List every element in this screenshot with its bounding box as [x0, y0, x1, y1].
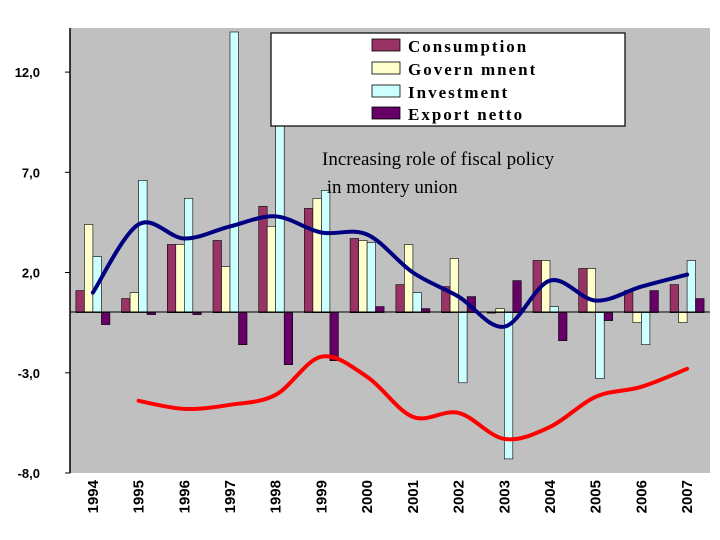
- x-tick-label-1994: 1994: [85, 479, 102, 513]
- y-tick-label: -3,0: [18, 366, 40, 381]
- legend-swatch-export-netto: [371, 106, 401, 120]
- bar-export-netto-1995: [146, 312, 156, 315]
- x-tick-label-2006: 2006: [633, 480, 650, 513]
- bar-govern-mnent-2003: [495, 308, 505, 313]
- legend-swatch-consumption: [371, 38, 401, 52]
- x-tick-label-1997: 1997: [222, 480, 239, 513]
- y-tick-label: 7,0: [22, 165, 40, 180]
- x-axis: 1994 1995 1996 1997 1998 1999 2000 2001 2002 2003…: [85, 479, 696, 513]
- bar-export-netto-2006: [649, 290, 659, 313]
- bar-consumption-2000: [349, 238, 359, 313]
- bar-export-netto-1997: [238, 312, 248, 346]
- bar-govern-mnent-2005: [586, 268, 597, 313]
- bar-investment-2005: [595, 312, 605, 380]
- y-tick-label: 2,0: [22, 266, 40, 281]
- bar-investment-2002: [458, 312, 468, 384]
- bar-govern-mnent-2000: [358, 240, 368, 313]
- bar-govern-mnent-2002: [449, 258, 459, 313]
- bar-govern-mnent-2001: [404, 244, 414, 313]
- x-tick-label-2004: 2004: [542, 479, 559, 513]
- bar-consumption-2005: [578, 268, 588, 313]
- bar-investment-1995: [138, 180, 148, 313]
- bar-consumption-2001: [395, 284, 405, 314]
- x-tick-label-2003: 2003: [496, 480, 513, 513]
- bar-consumption-1997: [212, 240, 222, 313]
- bar-consumption-1994: [75, 290, 85, 313]
- x-tick-label-2007: 2007: [679, 480, 696, 513]
- bar-investment-2001: [412, 292, 422, 313]
- annotation-line-1: Increasing role of fiscal policy: [322, 149, 555, 170]
- bar-export-netto-2007: [695, 298, 705, 313]
- bar-investment-2006: [641, 312, 651, 346]
- bar-consumption-1995: [121, 298, 131, 313]
- bar-export-netto-1996: [192, 312, 202, 315]
- bar-govern-mnent-1997: [221, 266, 231, 313]
- bar-export-netto-1994: [101, 312, 111, 325]
- lines-layer: [90, 214, 690, 442]
- y-tick-label: 12,0: [15, 65, 40, 80]
- y-axis: 12,0 7,0 2,0 -3,0 -8,0: [15, 65, 70, 481]
- bar-consumption-2003: [486, 312, 497, 314]
- bar-investment-1996: [184, 198, 194, 313]
- trend-line-2: [136, 354, 690, 442]
- legend-label-investment: Investment: [408, 83, 509, 102]
- legend-label-government: Govern mnent: [408, 60, 537, 79]
- bar-export-netto-2001: [421, 308, 431, 313]
- bar-export-netto-2000: [375, 306, 385, 313]
- y-tick-label: -8,0: [18, 466, 40, 481]
- legend: Consumption Govern mnent Investment Expo…: [270, 32, 626, 127]
- bar-consumption-1998: [258, 206, 268, 313]
- bar-export-netto-2003: [512, 280, 522, 314]
- bar-investment-2000: [366, 242, 376, 313]
- bar-consumption-1996: [167, 244, 177, 313]
- bar-investment-2007: [686, 260, 696, 313]
- legend-label-export-netto: Export netto: [408, 105, 524, 124]
- annotation-line-2: in montery union: [322, 177, 458, 198]
- bar-govern-mnent-1999: [312, 198, 322, 313]
- bar-export-netto-2004: [558, 312, 568, 342]
- x-tick-label-2000: 2000: [359, 480, 376, 513]
- legend-swatch-government: [371, 61, 401, 75]
- bar-export-netto-2005: [603, 312, 614, 321]
- bar-investment-1997: [229, 31, 239, 313]
- x-tick-label-1999: 1999: [313, 480, 330, 513]
- bar-govern-mnent-2006: [632, 312, 642, 323]
- bar-investment-2003: [503, 312, 514, 460]
- bar-govern-mnent-1995: [129, 292, 139, 313]
- bar-export-netto-1999: [329, 312, 339, 362]
- bar-govern-mnent-1998: [266, 226, 277, 313]
- legend-swatch-investment: [371, 84, 401, 98]
- x-tick-label-2001: 2001: [405, 480, 422, 513]
- x-tick-label-2005: 2005: [588, 480, 605, 513]
- bar-consumption-1999: [304, 208, 314, 313]
- trend-line-1: [90, 214, 690, 329]
- bar-export-netto-1998: [283, 312, 294, 366]
- bar-investment-1999: [321, 190, 331, 313]
- x-tick-label-1998: 1998: [268, 480, 285, 513]
- legend-label-consumption: Consumption: [408, 37, 528, 56]
- bar-investment-2004: [549, 306, 559, 313]
- bar-govern-mnent-2007: [678, 312, 688, 323]
- bar-govern-mnent-1994: [84, 224, 94, 313]
- bar-govern-mnent-1996: [175, 244, 185, 313]
- legend-box: [270, 32, 626, 127]
- x-tick-label-2002: 2002: [451, 480, 468, 513]
- x-tick-label-1996: 1996: [176, 480, 193, 513]
- x-tick-label-1995: 1995: [131, 480, 148, 513]
- bar-consumption-2007: [669, 284, 679, 314]
